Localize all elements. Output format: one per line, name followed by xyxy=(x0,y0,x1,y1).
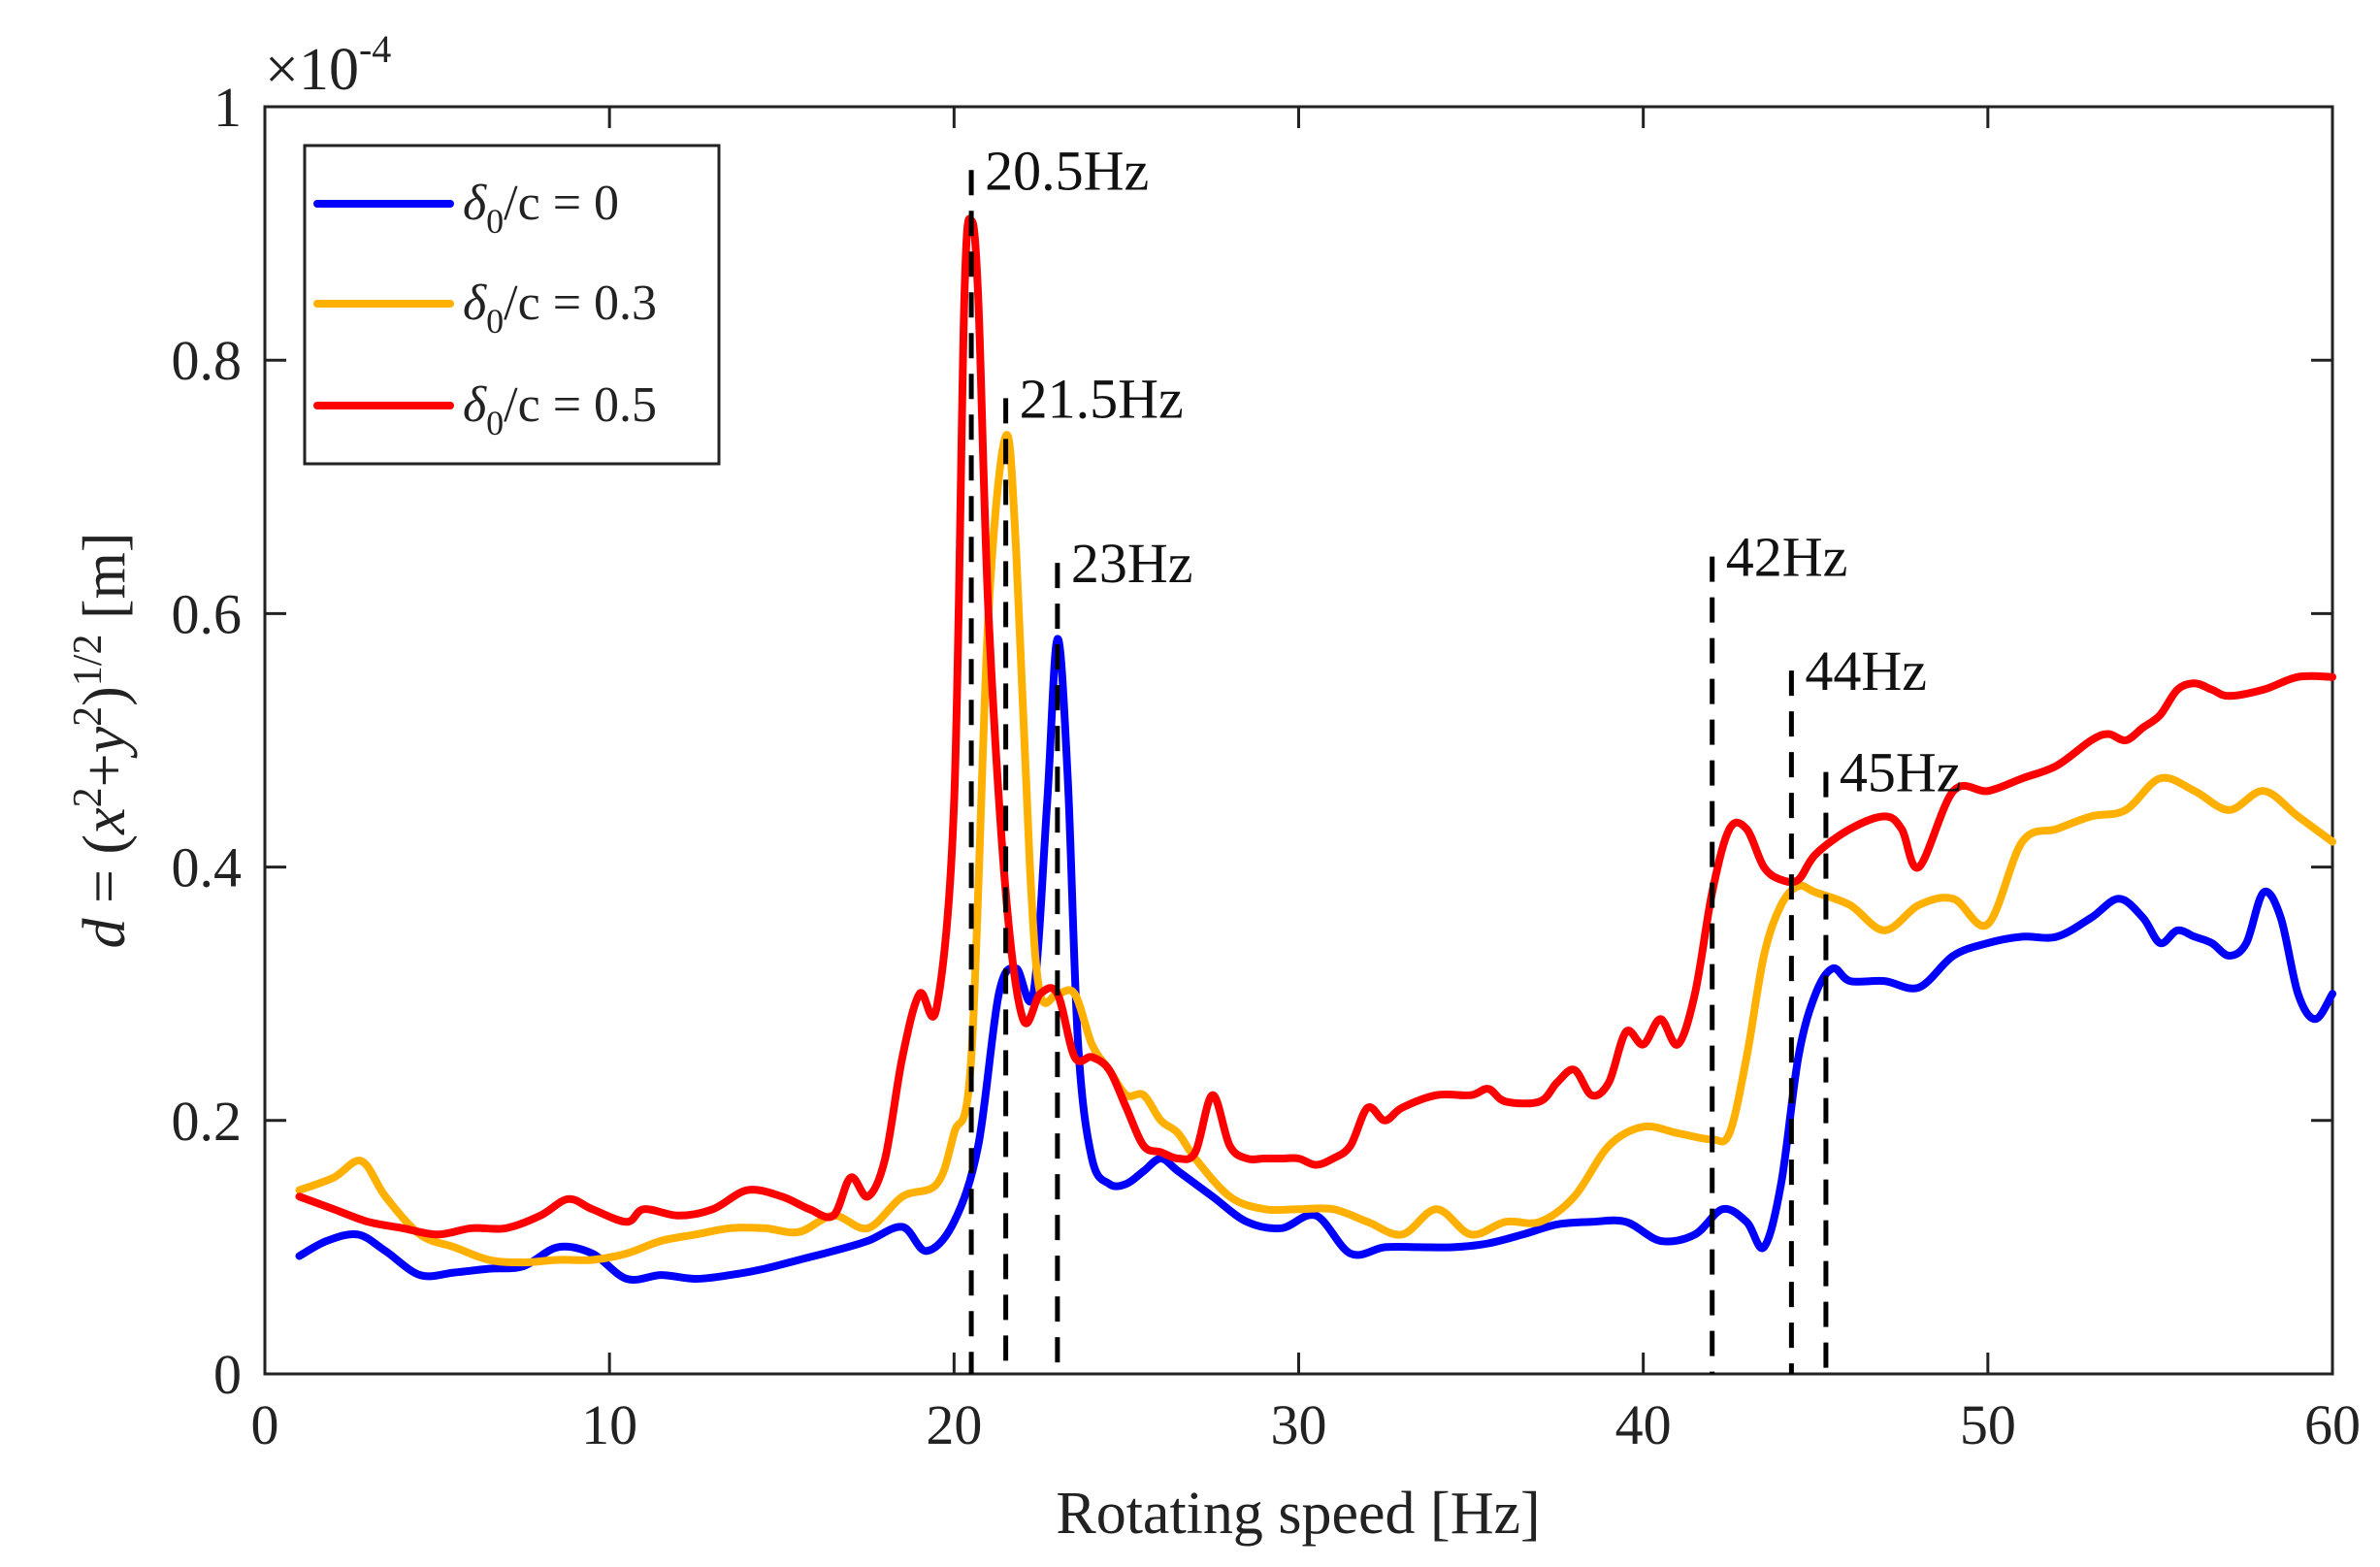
resonance-marker-label: 44Hz xyxy=(1805,639,1927,702)
y-multiplier-exponent: -4 xyxy=(359,27,391,71)
y-tick-label: 0 xyxy=(213,1343,242,1406)
y-multiplier-base: ×10 xyxy=(265,37,359,103)
x-tick-label: 0 xyxy=(251,1393,279,1456)
series-layer xyxy=(295,214,2336,1284)
legend-delta-1: δ xyxy=(463,276,487,331)
x-tick-label: 50 xyxy=(1960,1393,2016,1456)
legend: δ0/c = 0 δ0/c = 0.3 δ0/c = 0.5 xyxy=(303,144,721,466)
x-tick-label: 60 xyxy=(2304,1393,2361,1456)
y-multiplier-label: ×10-4 xyxy=(265,27,391,103)
y-title-exp: 1/2 xyxy=(66,635,111,687)
legend-delta-2: δ xyxy=(463,377,487,433)
legend-rest-1: /c = 0.3 xyxy=(504,276,657,331)
y-title-unit: [m] xyxy=(72,532,138,634)
legend-sub-2: 0 xyxy=(486,404,504,442)
series-line-0 xyxy=(295,635,2336,1284)
y-title-close: ) xyxy=(72,686,138,706)
y-tick-label: 0.4 xyxy=(172,836,243,899)
resonance-marker-label: 21.5Hz xyxy=(1020,367,1184,430)
y-title-var: d xyxy=(72,918,138,949)
legend-label-series-2: δ0/c = 0.5 xyxy=(463,377,657,442)
x-axis-title: Rotating speed [Hz] xyxy=(1056,1481,1540,1547)
legend-label-series-1: δ0/c = 0.3 xyxy=(463,276,657,341)
x-tick-label: 10 xyxy=(581,1393,637,1456)
x-tick-label: 40 xyxy=(1615,1393,1672,1456)
y-title-sup-a: 2 xyxy=(66,787,111,807)
resonance-marker-label: 20.5Hz xyxy=(985,139,1149,202)
legend-rest-0: /c = 0 xyxy=(504,176,619,231)
resonance-marker-label: 42Hz xyxy=(1726,526,1848,589)
series-line-1 xyxy=(295,431,2336,1267)
y-title-y: y xyxy=(72,726,138,759)
y-title-sup-b: 2 xyxy=(66,706,111,727)
y-tick-label: 0.8 xyxy=(172,329,243,392)
resonance-marker-label: 45Hz xyxy=(1840,741,1962,804)
legend-rest-2: /c = 0.5 xyxy=(504,377,657,433)
legend-sub-0: 0 xyxy=(486,202,504,241)
resonance-marker-label: 23Hz xyxy=(1071,532,1193,595)
y-tick-label: 0.2 xyxy=(172,1090,243,1153)
legend-box xyxy=(303,144,721,466)
legend-delta-0: δ xyxy=(463,176,487,231)
y-axis-title: d = (x2+y2)1/2 [m] xyxy=(66,532,138,948)
annotation-layer: 20.5Hz 21.5Hz 23Hz 42Hz 44Hz 45Hz xyxy=(968,139,1962,1374)
axis-ticks: 0 10 20 30 40 50 60 0 0.2 0.4 0.6 0.8 1 xyxy=(172,76,2362,1456)
series-line-2 xyxy=(295,214,2336,1239)
y-title-plus: + xyxy=(72,753,138,787)
legend-label-series-0: δ0/c = 0 xyxy=(463,176,619,241)
y-title-x: x xyxy=(72,807,138,835)
legend-sub-1: 0 xyxy=(486,302,504,341)
x-tick-label: 30 xyxy=(1271,1393,1327,1456)
y-title-eq: = ( xyxy=(72,834,138,919)
y-tick-label: 1 xyxy=(213,76,242,139)
y-tick-label: 0.6 xyxy=(172,582,243,645)
x-tick-label: 20 xyxy=(926,1393,982,1456)
